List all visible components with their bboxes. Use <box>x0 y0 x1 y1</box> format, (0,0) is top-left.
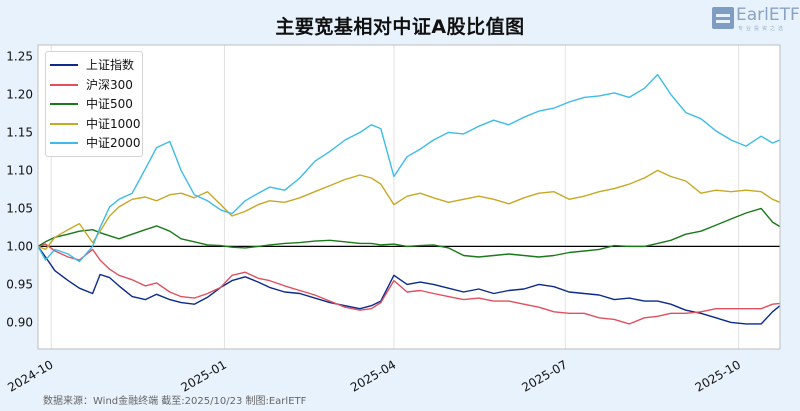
legend-item: 中证2000 <box>46 134 142 152</box>
data-source-note: 数据来源：Wind金融终端 截至:2025/10/23 制图:EarlETF <box>43 396 307 407</box>
y-tick-label: 0.90 <box>6 315 33 329</box>
y-tick-label: 1.25 <box>6 49 33 63</box>
series-line-4 <box>37 73 781 263</box>
series-line-2 <box>37 207 781 258</box>
y-tick-label: 0.95 <box>6 277 33 291</box>
legend-item: 中证500 <box>46 95 142 113</box>
x-tick-label: 2025-10 <box>693 357 743 394</box>
plot-frame <box>37 44 781 350</box>
legend-swatch-icon <box>50 122 78 125</box>
legend-swatch-icon <box>50 83 78 86</box>
x-tick-label: 2025-07 <box>519 357 569 394</box>
series-line-3 <box>37 169 781 251</box>
legend-label: 沪深300 <box>86 77 133 92</box>
logo-mark-icon <box>712 7 734 29</box>
legend-label: 中证1000 <box>86 116 141 131</box>
chart-title: 主要宽基相对中证A股比值图 <box>275 16 525 38</box>
legend-item: 沪深300 <box>46 76 142 94</box>
legend-item: 中证1000 <box>46 115 142 133</box>
logo-subtitle: 专业投资之选 <box>738 26 787 32</box>
legend-label: 中证500 <box>86 97 133 111</box>
x-tick-label: 2025-01 <box>179 357 229 394</box>
y-tick-label: 1.05 <box>6 201 33 215</box>
y-tick-label: 1.15 <box>6 125 33 139</box>
legend-swatch-icon <box>50 103 78 105</box>
logo-text: EarlETF <box>736 5 800 25</box>
x-tick-label: 2025-04 <box>348 357 398 394</box>
x-tick-label: 2024-10 <box>5 357 55 394</box>
earletf-logo: EarlETF 专业投资之选 <box>712 5 800 33</box>
legend-label: 中证2000 <box>86 136 141 150</box>
legend-swatch-icon <box>50 142 78 144</box>
y-tick-label: 1.20 <box>6 87 33 101</box>
y-tick-label: 1.00 <box>6 239 33 253</box>
legend-item: 上证指数 <box>46 56 142 74</box>
series-line-1 <box>37 243 781 325</box>
chart-legend: 上证指数沪深300 中证500 中证1000 中证2000 <box>45 51 143 157</box>
series-line-0 <box>37 245 781 325</box>
y-tick-label: 1.10 <box>6 163 33 177</box>
plot-area <box>38 45 780 349</box>
legend-swatch-icon <box>50 64 78 66</box>
legend-label: 上证指数 <box>86 58 135 72</box>
